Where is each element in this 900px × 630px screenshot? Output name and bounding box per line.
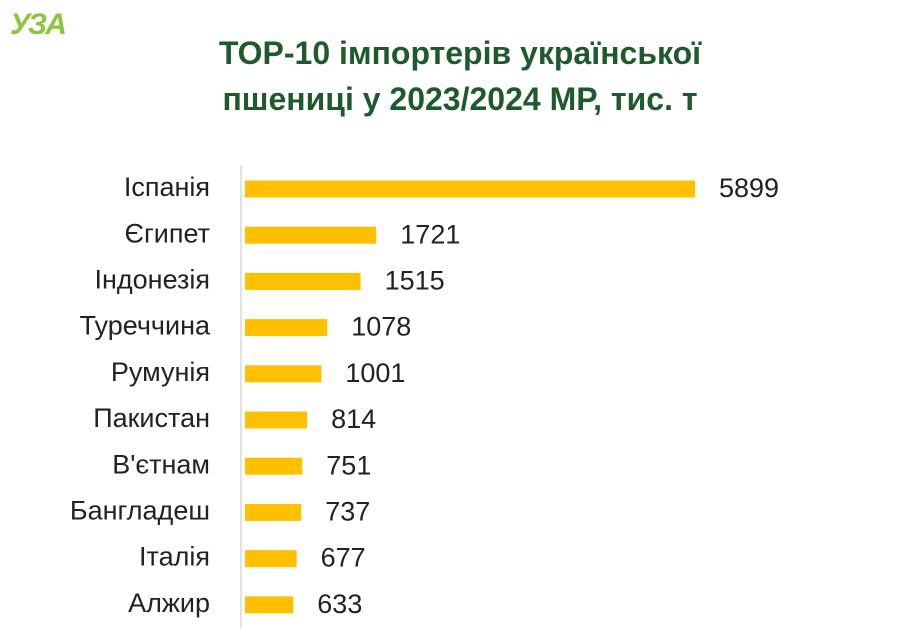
category-label: Індонезія (94, 265, 210, 295)
category-label: Італія (139, 542, 210, 572)
value-label: 751 (326, 450, 371, 480)
bar (245, 550, 297, 568)
value-label: 1515 (385, 266, 445, 296)
category-label: В'єтнам (112, 449, 210, 479)
bar (245, 319, 328, 337)
value-label: 1721 (400, 219, 460, 249)
value-label: 1001 (345, 358, 405, 388)
bar (245, 365, 322, 383)
bar (245, 272, 361, 290)
category-label: Єгипет (125, 218, 210, 248)
value-label: 737 (325, 497, 370, 527)
bar (245, 226, 377, 244)
bar (245, 503, 302, 521)
category-label: Іспанія (124, 172, 210, 202)
bar (245, 457, 303, 475)
value-label: 5899 (719, 173, 779, 203)
value-label: 814 (331, 404, 376, 434)
bar (245, 596, 294, 614)
chart-title: ТОР-10 імпортерів української пшениці у … (218, 35, 702, 117)
category-label: Туреччина (80, 311, 211, 341)
category-label: Алжир (128, 588, 210, 618)
value-label: 633 (317, 589, 362, 619)
value-label: 1078 (351, 312, 411, 342)
category-label: Бангладеш (70, 496, 210, 526)
value-label: 677 (321, 543, 366, 573)
bar (245, 180, 695, 198)
bar (245, 411, 308, 429)
category-label: Пакистан (93, 403, 210, 433)
category-label: Румунія (111, 357, 210, 387)
logo: УЗА (10, 8, 67, 41)
